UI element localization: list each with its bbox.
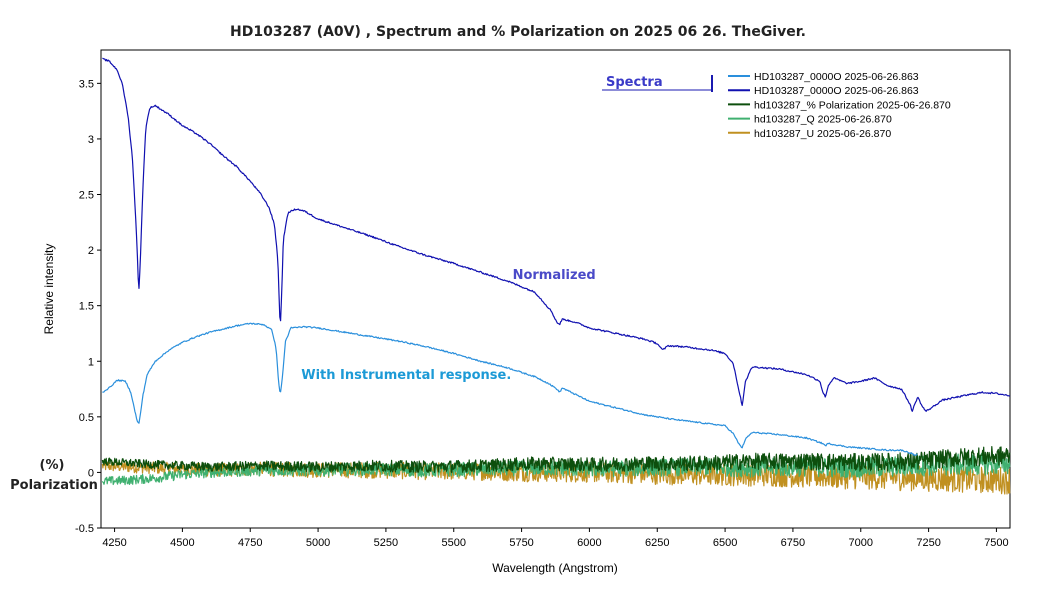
legend-entry: hd103287_U 2025-06-26.870	[754, 128, 891, 140]
chart-title: HD103287 (A0V) , Spectrum and % Polariza…	[230, 24, 806, 40]
y-tick-label: 3.5	[79, 78, 94, 90]
polarization-unit-label: (%)	[40, 458, 65, 473]
y-tick-label: 0	[88, 467, 94, 479]
x-tick-label: 6500	[713, 537, 737, 549]
polarization-label: Polarization	[10, 478, 98, 493]
plot-frame	[100, 49, 1011, 529]
x-tick-label: 6750	[781, 537, 805, 549]
x-tick-label: 4500	[170, 537, 194, 549]
legend-entry: hd103287_% Polarization 2025-06-26.870	[754, 99, 951, 111]
x-tick-label: 4750	[238, 537, 262, 549]
x-axis: 4250 4500 4750 5000 5250 5500 5750 6000 6250 6500…	[102, 528, 1009, 549]
legend-entry: HD103287_0000O 2025-06-26.863	[754, 71, 919, 83]
x-tick-label: 7000	[849, 537, 873, 549]
y-axis: -0.5 0 0.5 1 1.5 2 2.5 3 3.5	[75, 78, 101, 535]
x-tick-label: 5750	[509, 537, 533, 549]
series-layer	[101, 57, 1011, 495]
legend-entry: hd103287_Q 2025-06-26.870	[754, 114, 892, 126]
chart-annotation: Normalized	[513, 268, 596, 283]
series-line	[102, 322, 918, 456]
y-tick-label: -0.5	[75, 523, 94, 535]
y-tick-label: 1.5	[79, 301, 94, 313]
legend-entry: HD103287_0000O 2025-06-26.863	[754, 85, 919, 97]
series-line	[101, 446, 1011, 474]
chart-annotation: With Instrumental response.	[301, 368, 511, 383]
annotation-layer: Normalized With Instrumental response.	[301, 268, 595, 383]
series-line	[102, 57, 1011, 412]
y-tick-label: 3	[88, 134, 94, 146]
y-tick-label: 2.5	[79, 190, 94, 202]
y-axis-label: Relative intensity	[42, 244, 56, 335]
x-tick-label: 6250	[645, 537, 669, 549]
legend-header: Spectra	[606, 75, 663, 90]
x-tick-label: 7500	[984, 537, 1008, 549]
x-tick-label: 5000	[306, 537, 330, 549]
x-axis-label: Wavelength (Angstrom)	[492, 561, 618, 575]
x-tick-label: 4250	[102, 537, 126, 549]
x-tick-label: 5250	[374, 537, 398, 549]
y-tick-label: 2	[88, 245, 94, 257]
y-tick-label: 0.5	[79, 412, 94, 424]
x-tick-label: 5500	[442, 537, 466, 549]
y-tick-label: 1	[88, 356, 94, 368]
x-tick-label: 6000	[577, 537, 601, 549]
x-tick-label: 7250	[916, 537, 940, 549]
legend: Spectra HD103287_0000O 2025-06-26.863 HD1…	[602, 71, 951, 140]
